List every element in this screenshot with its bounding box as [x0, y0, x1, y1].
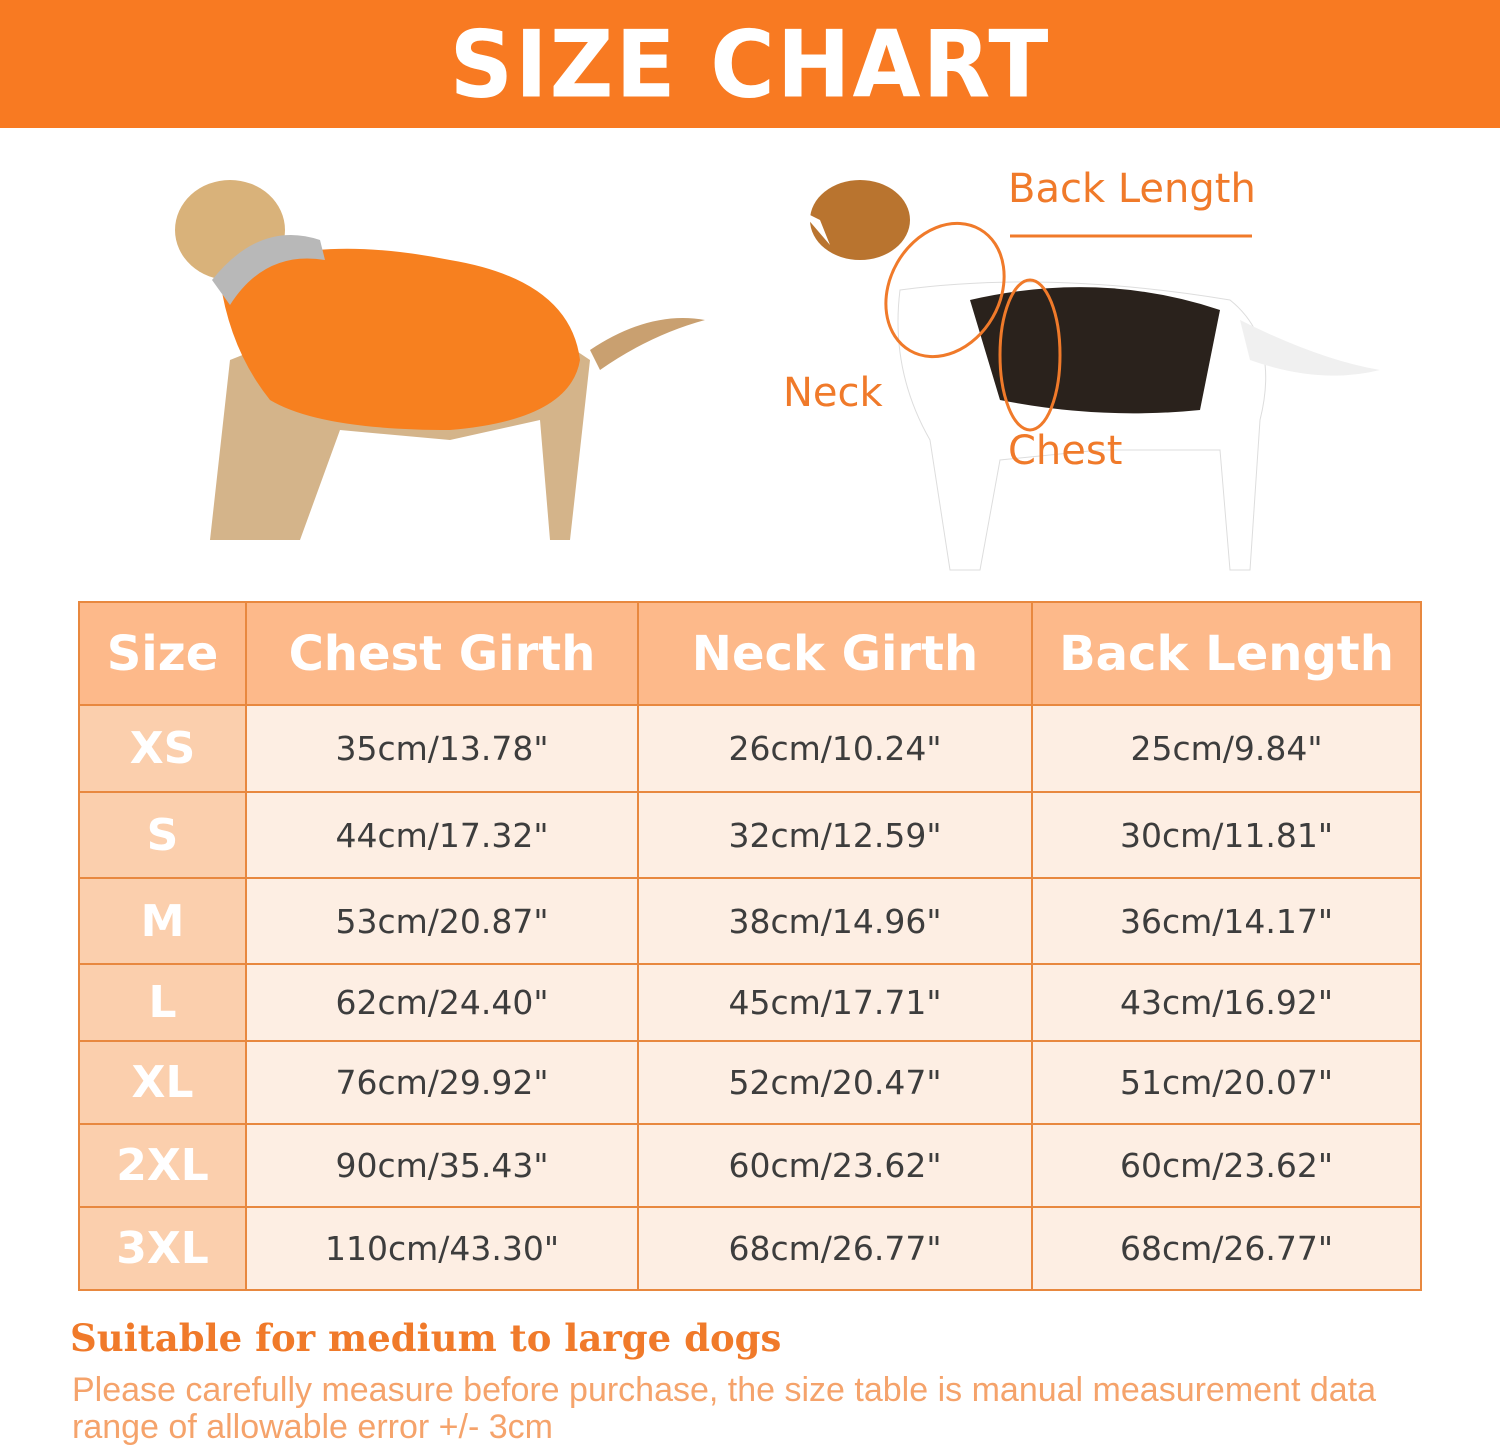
- table-row: L 62cm/24.40" 45cm/17.71" 43cm/16.92": [78, 963, 1422, 1042]
- size-cell: 3XL: [78, 1206, 247, 1291]
- back-length-cell: 36cm/14.17": [1031, 877, 1422, 965]
- size-cell: XL: [78, 1040, 247, 1125]
- dog-in-orange-coat-image: [175, 180, 705, 540]
- back-length-cell: 25cm/9.84": [1031, 704, 1422, 793]
- beagle-measurement-image: [800, 180, 1380, 571]
- neck-girth-cell: 45cm/17.71": [637, 963, 1033, 1042]
- back-length-cell: 51cm/20.07": [1031, 1040, 1422, 1125]
- chest-girth-cell: 44cm/17.32": [245, 791, 639, 879]
- table-row: XL 76cm/29.92" 52cm/20.47" 51cm/20.07": [78, 1040, 1422, 1125]
- note-text: Please carefully measure before purchase…: [72, 1371, 1377, 1446]
- neck-girth-cell: 68cm/26.77": [637, 1206, 1033, 1291]
- chest-girth-cell: 53cm/20.87": [245, 877, 639, 965]
- chest-girth-cell: 90cm/35.43": [245, 1123, 639, 1208]
- neck-girth-cell: 52cm/20.47": [637, 1040, 1033, 1125]
- neck-girth-cell: 38cm/14.96": [637, 877, 1033, 965]
- table-row: 3XL 110cm/43.30" 68cm/26.77" 68cm/26.77": [78, 1206, 1422, 1291]
- page-title: SIZE CHART: [449, 9, 1051, 119]
- header-back-length: Back Length: [1031, 601, 1422, 706]
- neck-girth-cell: 60cm/23.62": [637, 1123, 1033, 1208]
- chest-girth-cell: 35cm/13.78": [245, 704, 639, 793]
- note-heading: Suitable for medium to large dogs: [70, 1316, 782, 1360]
- chest-girth-cell: 110cm/43.30": [245, 1206, 639, 1291]
- back-length-cell: 43cm/16.92": [1031, 963, 1422, 1042]
- chest-label: Chest: [1008, 428, 1123, 474]
- size-cell: S: [78, 791, 247, 879]
- back-length-label: Back Length: [1008, 166, 1256, 212]
- chest-girth-cell: 76cm/29.92": [245, 1040, 639, 1125]
- neck-girth-cell: 26cm/10.24": [637, 704, 1033, 793]
- table-row: XS 35cm/13.78" 26cm/10.24" 25cm/9.84": [78, 704, 1422, 793]
- header-chest-girth: Chest Girth: [245, 601, 639, 706]
- back-length-cell: 30cm/11.81": [1031, 791, 1422, 879]
- header-size: Size: [78, 601, 247, 706]
- back-length-cell: 60cm/23.62": [1031, 1123, 1422, 1208]
- table-header-row: Size Chest Girth Neck Girth Back Length: [78, 601, 1422, 706]
- header-neck-girth: Neck Girth: [637, 601, 1033, 706]
- size-cell: 2XL: [78, 1123, 247, 1208]
- neck-label: Neck: [783, 370, 883, 416]
- size-cell: L: [78, 963, 247, 1042]
- title-banner: SIZE CHART: [0, 0, 1500, 128]
- back-length-cell: 68cm/26.77": [1031, 1206, 1422, 1291]
- table-row: 2XL 90cm/35.43" 60cm/23.62" 60cm/23.62": [78, 1123, 1422, 1208]
- table-row: S 44cm/17.32" 32cm/12.59" 30cm/11.81": [78, 791, 1422, 879]
- size-cell: M: [78, 877, 247, 965]
- chest-girth-cell: 62cm/24.40": [245, 963, 639, 1042]
- size-cell: XS: [78, 704, 247, 793]
- neck-girth-cell: 32cm/12.59": [637, 791, 1033, 879]
- table-row: M 53cm/20.87" 38cm/14.96" 36cm/14.17": [78, 877, 1422, 965]
- size-table: Size Chest Girth Neck Girth Back Length …: [78, 601, 1422, 1291]
